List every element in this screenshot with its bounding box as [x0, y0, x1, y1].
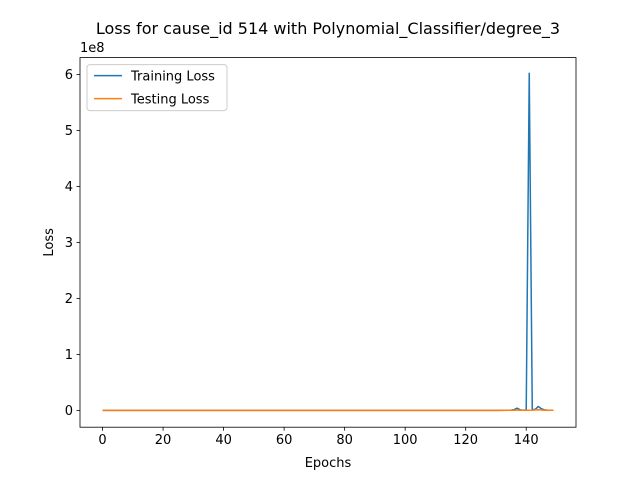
y-tick-label: 2	[65, 292, 73, 307]
legend-label-training: Training Loss	[130, 69, 215, 84]
y-offset-label: 1e8	[80, 41, 105, 56]
y-tick-label: 6	[65, 68, 73, 83]
plot-lines	[102, 72, 554, 412]
x-tick-label: 140	[514, 433, 539, 448]
x-tick-label: 60	[276, 433, 293, 448]
x-tick-label: 0	[98, 433, 106, 448]
y-axis-label: Loss	[42, 228, 57, 257]
y-tick-label: 3	[65, 236, 73, 251]
chart-title: Loss for cause_id 514 with Polynomial_Cl…	[96, 19, 560, 39]
series-line-testing-loss	[102, 408, 554, 412]
x-axis-ticks: 0 20 40 60 80 100 120 140	[98, 427, 539, 448]
x-tick-label: 100	[393, 433, 418, 448]
legend: Training Loss Testing Loss	[86, 64, 228, 112]
legend-label-testing: Testing Loss	[130, 92, 210, 107]
y-tick-label: 1	[65, 348, 73, 363]
x-tick-label: 120	[453, 433, 478, 448]
y-tick-label: 0	[65, 404, 73, 419]
plot-frame	[79, 57, 577, 428]
x-tick-label: 80	[336, 433, 353, 448]
y-tick-label: 5	[65, 124, 73, 139]
x-axis-label: Epochs	[305, 456, 352, 471]
x-tick-label: 20	[155, 433, 172, 448]
y-axis-ticks: 0 1 2 3 4 5 6	[65, 68, 80, 419]
x-tick-label: 40	[215, 433, 232, 448]
y-tick-label: 4	[65, 180, 73, 195]
